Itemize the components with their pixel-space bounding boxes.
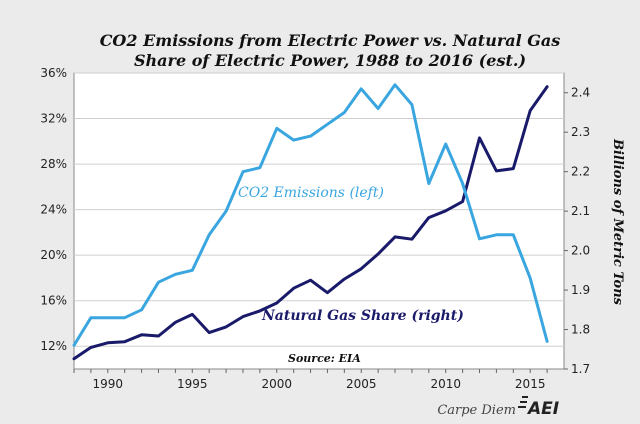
co2-series-label: CO2 Emissions (left): [238, 185, 384, 201]
x-tick-label: 2010: [430, 377, 461, 391]
gas-share-line: [72, 85, 549, 361]
right-tick-label: 2.2: [571, 165, 590, 179]
right-tick-label: 1.8: [571, 323, 590, 337]
right-axis-ticks: 1.7 1.8 1.9 2.0 2.1 2.2 2.3 2.4: [564, 86, 590, 376]
right-axis-title: Billions of Metric Tons: [610, 138, 625, 306]
left-tick-label: 16%: [40, 294, 67, 308]
left-tick-label: 36%: [40, 66, 67, 80]
x-tick-label: 2015: [515, 377, 546, 391]
aei-logo: AEI: [518, 396, 559, 419]
right-tick-label: 2.0: [571, 244, 590, 258]
right-tick-label: 2.1: [571, 204, 590, 218]
blog-name: Carpe Diem: [437, 403, 516, 418]
x-tick-label: 1990: [93, 377, 124, 391]
left-tick-label: 32%: [40, 112, 67, 126]
left-tick-label: 28%: [40, 157, 67, 171]
chart-title-line1: CO2 Emissions from Electric Power vs. Na…: [100, 31, 561, 50]
right-tick-label: 2.3: [571, 125, 590, 139]
co2-emissions-line: [72, 83, 549, 347]
gas-series-label: Natural Gas Share (right): [261, 308, 464, 324]
x-tick-label: 1995: [177, 377, 208, 391]
right-tick-label: 1.7: [571, 362, 590, 376]
left-axis-ticks: 12% 16% 20% 24% 28% 32% 36%: [40, 66, 67, 353]
x-axis-ticks: 1990 1995 2000 2005 2010 2015: [73, 369, 548, 391]
plot-area: [73, 72, 565, 370]
left-tick-label: 24%: [40, 203, 67, 217]
chart-title-line2: Share of Electric Power, 1988 to 2016 (e…: [134, 51, 526, 70]
left-tick-label: 12%: [40, 339, 67, 353]
right-tick-label: 2.4: [571, 86, 590, 100]
x-tick-label: 2000: [261, 377, 292, 391]
gridlines: [74, 72, 564, 347]
left-tick-label: 20%: [40, 248, 67, 262]
source-note: Source: EIA: [288, 352, 361, 365]
aei-logo-text: AEI: [526, 399, 559, 419]
x-tick-label: 2005: [346, 377, 377, 391]
right-tick-label: 1.9: [571, 283, 590, 297]
series-lines: [72, 83, 549, 361]
